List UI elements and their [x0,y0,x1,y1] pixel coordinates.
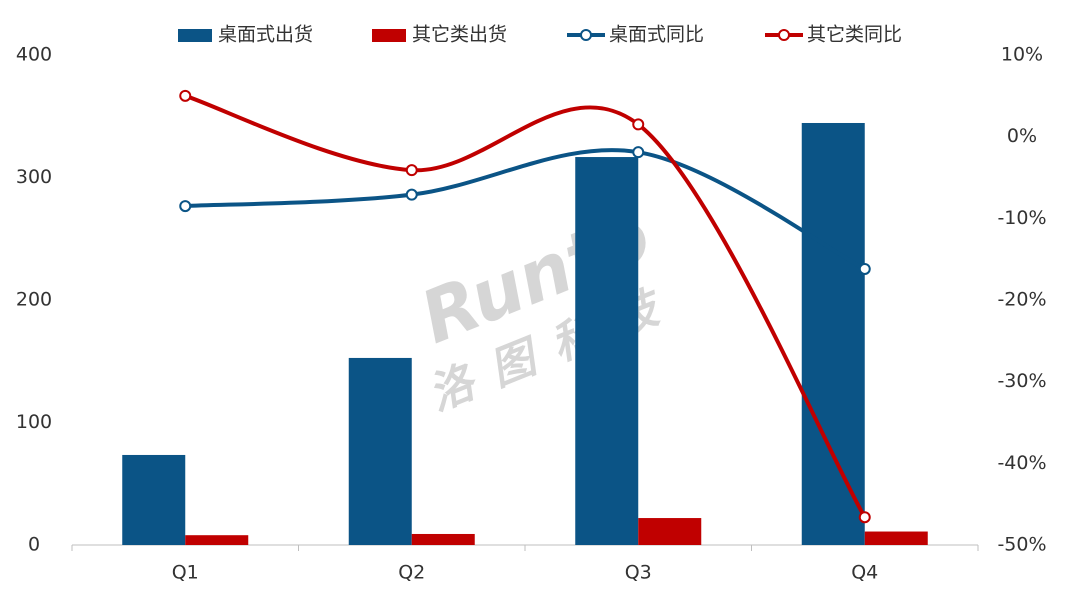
y2-tick-label: -10% [997,207,1046,229]
bar [864,531,928,545]
bar [575,157,639,546]
y2-tick-label: -50% [997,534,1046,556]
bar [122,454,186,545]
watermark: Runto 洛图科技 [409,193,685,421]
point [405,164,418,177]
bar [411,533,475,545]
point [632,118,645,131]
legend-label: 其它类同比 [807,24,902,46]
point [179,89,192,102]
x-tick-label: Q4 [851,562,878,584]
x-tick-label: Q2 [398,562,425,584]
point [179,200,192,213]
bar [185,535,249,545]
y2-tick-label: -40% [997,452,1046,474]
y2-tick-label: 0% [1007,125,1037,147]
legend-label: 桌面式出货 [218,24,313,46]
point [858,262,871,275]
legend-label: 桌面式同比 [609,24,704,46]
legend-swatch [178,29,212,42]
y-tick-label: 300 [16,166,52,188]
x-tick-label: Q1 [172,562,199,584]
point [632,146,645,159]
y-tick-label: 400 [16,44,52,66]
y-tick-label: 100 [16,411,52,433]
bar [801,122,865,546]
point [405,188,418,201]
bar [348,357,412,545]
line [184,93,867,519]
legend-label: 其它类出货 [412,24,507,46]
bar [638,518,702,545]
legend-swatch [580,29,592,41]
legend-swatch [778,29,790,41]
line [185,148,866,271]
x-tick-label: Q3 [625,562,652,584]
y-tick-label: 200 [16,289,52,311]
y-tick-label: 0 [28,534,40,556]
y2-tick-label: -20% [997,289,1046,311]
y2-tick-label: 10% [1001,44,1043,66]
legend-swatch [372,29,406,42]
y2-tick-label: -30% [997,370,1046,392]
point [858,511,871,524]
